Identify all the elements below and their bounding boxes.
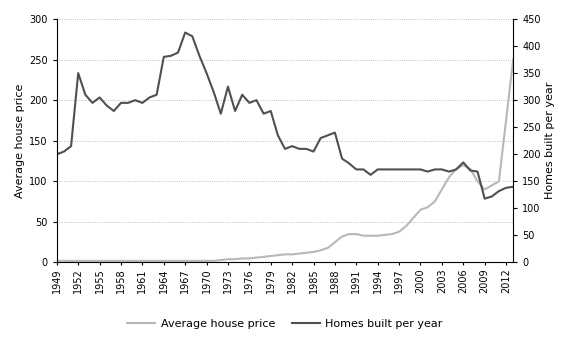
Legend: Average house price, Homes built per year: Average house price, Homes built per yea…	[123, 314, 447, 333]
Average house price	[289, 252, 296, 256]
Homes built per year	[495, 189, 502, 193]
Homes built per year	[54, 152, 60, 156]
Average house price	[246, 256, 253, 261]
Average house price	[189, 259, 196, 263]
Homes built per year	[196, 54, 203, 58]
Homes built per year	[182, 30, 189, 35]
Average house price	[446, 175, 453, 179]
Line: Average house price: Average house price	[57, 60, 513, 261]
Average house price	[510, 57, 516, 62]
Homes built per year	[253, 98, 260, 102]
Homes built per year	[481, 197, 488, 201]
Homes built per year	[510, 185, 516, 189]
Line: Homes built per year: Homes built per year	[57, 32, 513, 199]
Homes built per year	[453, 167, 459, 171]
Y-axis label: Homes built per year: Homes built per year	[545, 82, 555, 199]
Average house price	[54, 259, 60, 263]
Average house price	[495, 179, 502, 183]
Homes built per year	[296, 147, 303, 151]
Y-axis label: Average house price: Average house price	[15, 83, 25, 198]
Homes built per year	[160, 55, 167, 59]
Average house price	[160, 259, 167, 263]
